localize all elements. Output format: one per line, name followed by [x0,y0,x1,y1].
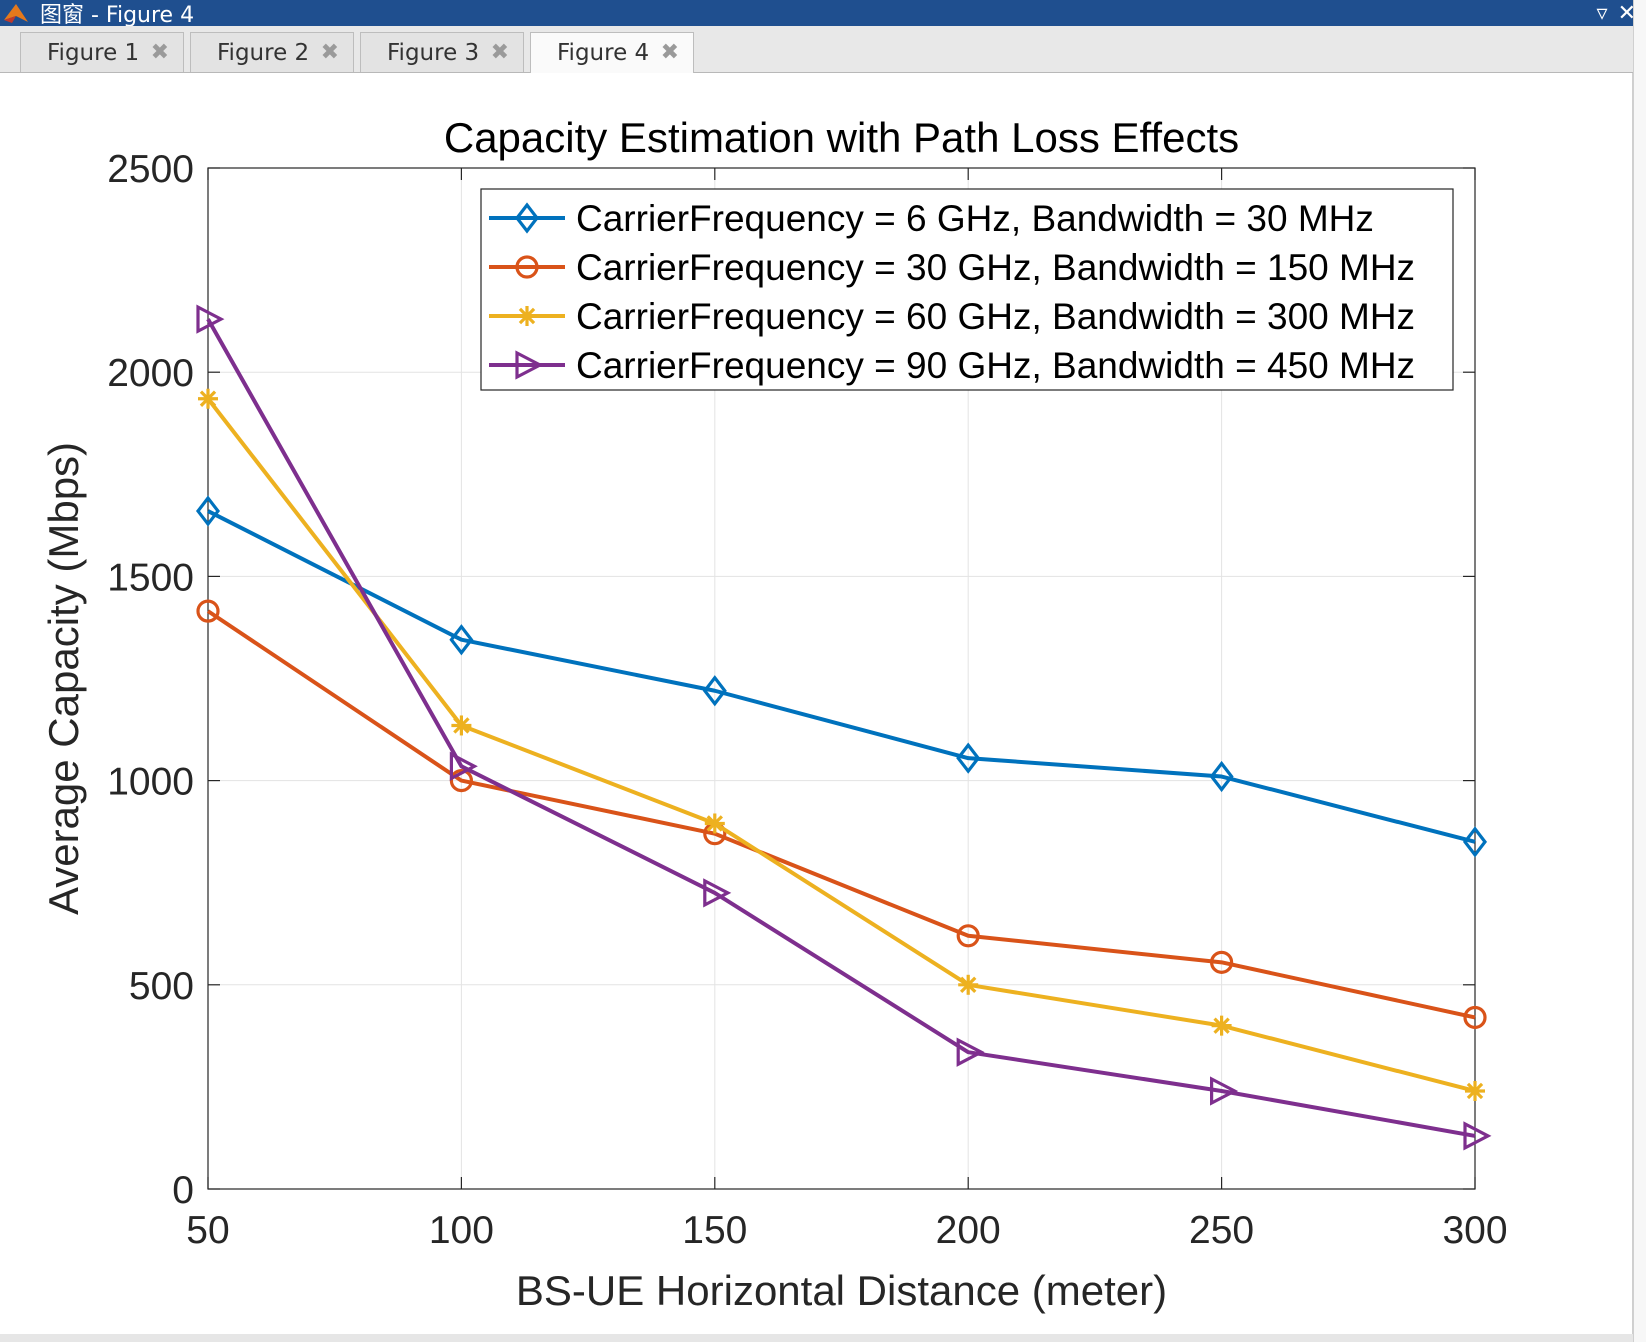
legend-label: CarrierFrequency = 6 GHz, Bandwidth = 30… [576,198,1374,239]
data-point [1462,826,1488,858]
asterisk-stroke [199,390,217,407]
figure-canvas: 50 100 150 200 250 300 0 500 1000 1500 2000 2500 Cap… [0,73,1633,1334]
legend-marker [515,350,544,380]
data-point [1209,1076,1239,1106]
asterisk-stroke [706,815,724,832]
legend-entry: CarrierFrequency = 30 GHz, Bandwidth = 1… [489,247,1415,288]
legend-marker [517,306,537,326]
asterisk-stroke [518,307,536,325]
legend-label: CarrierFrequency = 60 GHz, Bandwidth = 3… [576,296,1415,337]
tab-figure-2[interactable]: Figure 2 ✖ [190,32,354,72]
window-title: 图窗 - Figure 4 [40,3,195,28]
y-tick-label: 1000 [107,761,194,804]
data-point [449,751,478,781]
data-point [702,675,727,707]
x-tick-label: 50 [186,1209,229,1252]
data-point [956,924,980,948]
close-icon[interactable]: ✖ [150,40,169,65]
x-tick-label: 250 [1189,1209,1254,1252]
chart-title: Capacity Estimation with Path Loss Effec… [444,114,1239,161]
data-point [449,768,473,793]
data-point [196,599,220,623]
y-axis-label: Average Capacity (Mbps) [40,442,87,915]
close-icon[interactable]: ✖ [660,40,679,65]
series-line [206,318,1476,1138]
data-point [1209,760,1234,793]
legend-label: CarrierFrequency = 30 GHz, Bandwidth = 1… [576,247,1415,288]
legend-entry: CarrierFrequency = 90 GHz, Bandwidth = 4… [489,345,1415,386]
data-point [1463,1121,1492,1151]
data-point [704,813,725,834]
legend-entry: CarrierFrequency = 60 GHz, Bandwidth = 3… [489,296,1415,337]
x-tick-label: 150 [682,1209,747,1252]
series-line [207,509,1476,844]
legend-marker [515,255,539,279]
data-point [449,624,474,656]
tab-label: Figure 3 [387,40,480,66]
status-strip [0,1334,1633,1342]
data-point [198,388,218,409]
y-tick-label: 1500 [107,556,194,599]
legend-box [480,188,1454,391]
asterisk-stroke [1213,1017,1230,1034]
x-tick-label: 300 [1442,1209,1507,1252]
data-point [1211,1015,1232,1036]
series-4 [196,304,1492,1151]
data-point [1465,1080,1485,1101]
chart-legend: CarrierFrequency = 6 GHz, Bandwidth = 30… [480,188,1454,391]
tab-figure-3[interactable]: Figure 3 ✖ [360,32,524,72]
tab-figure-1[interactable]: Figure 1 ✖ [20,32,184,72]
figure-tabbar: Figure 1 ✖ Figure 2 ✖ Figure 3 ✖ Figure … [0,26,1640,73]
legend-label: CarrierFrequency = 90 GHz, Bandwidth = 4… [576,345,1415,386]
line-chart: 50 100 150 200 250 300 0 500 1000 1500 2000 2500 Cap… [40,114,1508,1314]
asterisk-stroke [1466,1082,1484,1100]
close-icon[interactable]: ✖ [320,40,339,65]
axes-frame [207,167,1476,1190]
series-1 [195,495,1488,858]
window-titlebar: 图窗 - Figure 4 ▿ ✕ [0,0,1646,28]
data-point [956,1037,985,1067]
tab-label: Figure 2 [217,40,310,66]
y-tick-label: 2500 [107,148,194,191]
data-point [196,304,225,334]
legend-marker [514,202,540,234]
y-tick-label: 500 [129,965,194,1008]
data-point [1463,1005,1487,1030]
data-point [958,974,979,995]
asterisk-stroke [959,976,977,994]
x-tick-label: 200 [936,1209,1001,1252]
x-axis-label: BS-UE Horizontal Distance (meter) [516,1267,1167,1314]
y-tick-label: 2000 [107,352,194,395]
x-tick-label: 100 [429,1209,494,1252]
asterisk-stroke [453,717,470,734]
legend-entry: CarrierFrequency = 6 GHz, Bandwidth = 30… [489,198,1374,239]
close-icon[interactable]: ✖ [490,40,509,65]
tab-label: Figure 1 [47,40,140,66]
tab-figure-4[interactable]: Figure 4 ✖ [530,32,694,73]
y-tick-label: 0 [172,1169,194,1212]
tab-label: Figure 4 [557,40,650,66]
dropdown-icon[interactable]: ▿ [1596,0,1608,26]
data-point [703,878,732,908]
data-point [195,495,221,527]
series-line [206,609,1476,1020]
toolbar-strip [1633,0,1646,1342]
series-line [206,397,1476,1093]
close-icon[interactable]: ✕ [1617,0,1636,26]
series-3 [198,388,1485,1101]
data-point [451,715,472,736]
matlab-logo-icon [4,4,28,23]
data-point [1209,950,1234,974]
data-point [956,742,981,774]
